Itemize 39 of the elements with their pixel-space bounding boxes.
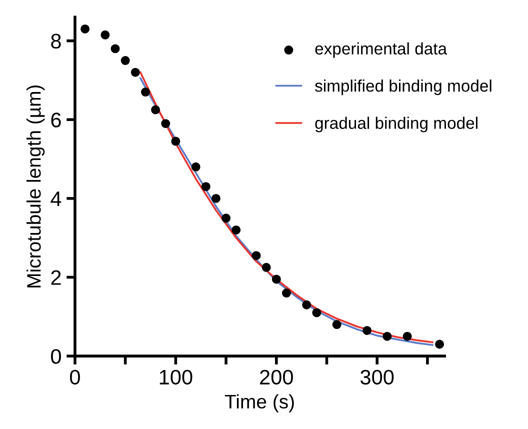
point [232,225,241,234]
point [120,56,130,66]
y-tick-label: 2 [51,270,61,285]
point [130,68,140,77]
point [171,136,180,146]
x-tick-label: 200 [260,370,293,385]
x-tick-label: 300 [360,370,394,385]
point [402,332,412,341]
point [272,274,281,284]
point [110,44,120,54]
point [435,340,444,349]
point [161,119,170,128]
point [312,308,322,318]
point [302,300,312,310]
y-axis-title: Microtubule length (µm) [26,85,45,288]
y-tick-label: 6 [51,112,61,128]
point [191,162,200,172]
point [201,182,210,192]
y-tick-label: 0 [51,349,61,364]
point [262,262,271,272]
point [211,194,220,203]
point [151,105,160,114]
legend-label: experimental data [315,42,448,58]
point [100,30,110,40]
y-tick-label: 8 [51,34,61,49]
point [382,332,392,341]
legend-label: gradual binding model [315,116,478,132]
x-axis-title: Time (s) [224,394,294,412]
y-tick-label: 4 [50,192,62,206]
point [80,24,90,34]
x-tick-label: 0 [70,370,80,385]
point [362,326,372,335]
point [222,214,231,223]
point [332,320,342,330]
x-tick-label: 100 [160,370,192,385]
point [252,251,261,260]
point [282,288,291,298]
legend-label: simplified binding model [315,80,492,96]
point [140,88,150,97]
